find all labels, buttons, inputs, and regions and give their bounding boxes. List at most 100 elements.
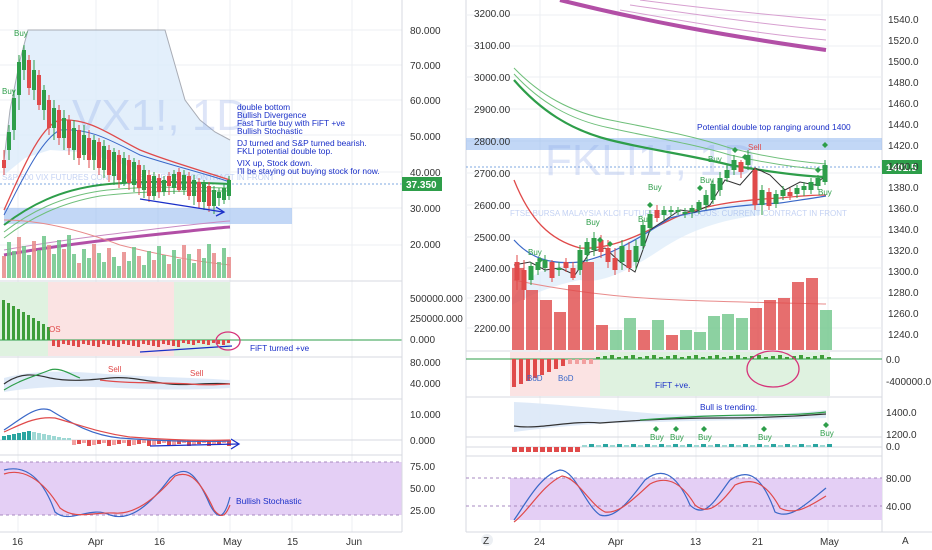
left-candle-body	[147, 175, 151, 196]
right-buy-diamond	[607, 241, 613, 247]
right-candle-body	[815, 178, 821, 186]
left-channel-upper-line	[3, 29, 231, 161]
right-fift-bar	[652, 355, 656, 359]
right-fift-bar	[568, 359, 572, 364]
left-rsi-red	[99, 379, 231, 386]
left-candle-body	[222, 188, 226, 200]
left-fift-arrow	[139, 345, 233, 353]
right-osc-bar	[743, 444, 748, 447]
left-macd-bar	[92, 440, 96, 445]
right-fift-bar	[771, 356, 775, 359]
left-fift-bar	[197, 340, 200, 343]
right-candle-body	[605, 248, 611, 262]
left-volume-bar	[107, 248, 111, 278]
left-candle-body	[117, 155, 121, 180]
right-fift-bar	[806, 357, 810, 359]
left-price-tag	[402, 177, 442, 191]
left-macd-bar	[32, 432, 36, 440]
left-macd-bar	[192, 440, 196, 445]
right-auto-label[interactable]: A	[902, 536, 909, 547]
right-left-price-tick: 2900.00	[474, 105, 511, 116]
right-fift-bar	[603, 356, 607, 359]
left-macd-bar	[212, 440, 216, 445]
left-volume-bar	[82, 249, 86, 278]
left-candle-body	[112, 152, 116, 176]
left-note-4: Bullish Stochastic	[237, 126, 303, 136]
right-right-price-tick: 1420.0	[888, 141, 919, 152]
right-osc-bar	[673, 444, 678, 447]
right-right-price-tick: 1500.0	[888, 57, 919, 68]
left-volume-bar	[152, 260, 156, 278]
right-ma-blue	[513, 195, 827, 264]
right-osc-bar	[652, 445, 657, 447]
right-buy-diamond	[647, 202, 653, 208]
right-osc-bar	[771, 444, 776, 447]
left-candle-body	[167, 176, 171, 186]
right-zoom-button[interactable]	[481, 534, 493, 546]
left-candle-body	[7, 132, 11, 150]
left-volume-bar	[2, 256, 6, 278]
left-divergence-arrowhead	[215, 206, 226, 217]
right-candle-body	[675, 210, 681, 212]
right-fift-bar	[575, 359, 579, 364]
right-signal-label: Buy	[528, 248, 542, 257]
left-fift-bar	[87, 340, 90, 345]
right-chart-panel: FKLI1!, 1D FTSE BURSA MALAYSIA KLCI FUTU…	[465, 0, 932, 548]
right-osc-bar	[638, 445, 643, 447]
left-macd-bar	[167, 440, 171, 446]
right-left-price-tick: 2500.00	[474, 233, 511, 244]
left-candle-body	[62, 118, 66, 138]
right-zoom-label: Z	[483, 536, 489, 547]
left-macd-bar	[77, 440, 81, 444]
right-right-price-tick: 1260.0	[888, 309, 919, 320]
left-macd-bar	[147, 440, 151, 446]
left-volume-bar	[52, 254, 56, 278]
left-candle-body	[67, 120, 71, 148]
left-fift-bar	[182, 340, 185, 343]
left-macd-bar	[162, 440, 166, 443]
right-candle-body	[640, 225, 646, 246]
left-fift-bar	[2, 300, 5, 340]
left-candle-body	[132, 162, 136, 185]
right-time-tick: 24	[534, 537, 546, 548]
right-candle-body	[752, 170, 758, 205]
left-candle-body	[57, 110, 61, 138]
left-macd-bar	[107, 440, 111, 446]
right-osc-bar	[603, 444, 608, 447]
right-left-price-tick: 2200.00	[474, 324, 511, 335]
left-candle-body	[192, 180, 196, 196]
right-osc-bar	[589, 444, 594, 447]
right-trend-band	[514, 402, 826, 432]
left-fift-bar	[137, 340, 140, 347]
left-volume-bar	[162, 255, 166, 278]
left-volume-bar	[132, 247, 136, 278]
right-fift-note: FiFT +ve.	[655, 380, 690, 390]
right-fift-bar	[596, 357, 600, 359]
left-price-tick: 60.000	[410, 96, 441, 107]
right-osc-bar	[806, 445, 811, 447]
left-candle-body	[77, 130, 81, 158]
right-volume-bar	[750, 308, 762, 350]
right-osc-bar	[561, 447, 566, 452]
right-ma-red	[513, 179, 827, 249]
right-osc-bar	[729, 444, 734, 447]
left-macd-bar	[82, 440, 86, 443]
right-right-price-tick: 1360.0	[888, 204, 919, 215]
left-macd-bar	[137, 440, 141, 444]
left-fift-bar	[192, 340, 195, 345]
right-fift-bar	[617, 357, 621, 359]
right-fift-bar	[547, 359, 551, 372]
left-candle-body	[2, 160, 6, 168]
left-fift-bar	[62, 340, 65, 344]
left-fift-bar	[157, 340, 160, 347]
left-fift-bar	[37, 321, 40, 340]
right-volume-bar	[568, 285, 580, 350]
right-candle-body	[549, 262, 555, 278]
left-stoch-k	[3, 468, 231, 518]
right-candle-body	[584, 242, 590, 255]
right-fift-bar	[736, 355, 740, 359]
left-fift-bg-red	[48, 282, 174, 356]
left-volume-bar	[197, 249, 201, 278]
left-macd-bar	[97, 440, 101, 444]
right-resistance-band	[466, 138, 882, 150]
